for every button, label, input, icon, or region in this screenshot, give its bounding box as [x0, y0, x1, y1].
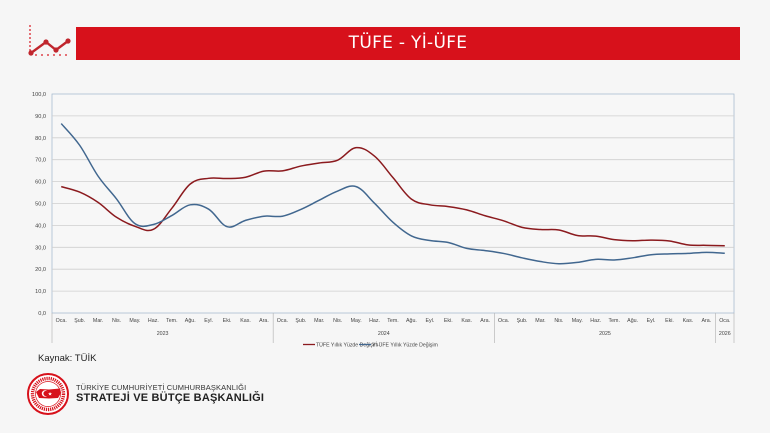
- y-tick-label: 50,0: [35, 202, 46, 208]
- y-tick-label: 90,0: [35, 114, 46, 120]
- x-tick-label: Tem.: [387, 318, 398, 324]
- x-tick-label: Eyl.: [425, 318, 434, 324]
- x-tick-label: May.: [572, 318, 583, 324]
- x-tick-label: Mar.: [535, 318, 545, 324]
- x-tick-label: Şub.: [517, 318, 528, 324]
- source-label: Kaynak: TÜİK: [38, 353, 97, 364]
- legend-item: TÜFE Yıllık Yüzde Değişim: [303, 341, 378, 348]
- y-tick-label: 40,0: [35, 223, 46, 229]
- x-axis-ticks: Oca. Şub. Mar. Nis. May. Haz. Tem. Ağu. Eyl. Eki.…: [51, 313, 735, 343]
- series-tufe: [61, 146, 725, 247]
- x-tick-label: Kas.: [683, 318, 694, 324]
- legend-label: Yİ-ÜFE Yıllık Yüzde Değişim: [372, 341, 438, 348]
- x-tick-label: Haz.: [369, 318, 380, 324]
- year-label: 2025: [599, 331, 611, 337]
- x-tick-label: Nis.: [554, 318, 563, 324]
- page-title: TÜFE - Yİ-ÜFE: [348, 33, 468, 53]
- title-bar: TÜFE - Yİ-ÜFE: [76, 27, 740, 60]
- x-tick-label: Ara.: [701, 318, 711, 324]
- x-tick-label: Eyl.: [647, 318, 656, 324]
- y-tick-label: 60,0: [35, 180, 46, 186]
- y-tick-label: 10,0: [35, 289, 46, 295]
- x-tick-label: Tem.: [608, 318, 619, 324]
- x-tick-label: Oca.: [277, 318, 288, 324]
- y-tick-label: 70,0: [35, 158, 46, 164]
- org-name-line1: TÜRKİYE CUMHURİYETİ CUMHURBAŞKANLIĞI: [76, 383, 247, 392]
- series-yi-ufe: [60, 123, 725, 265]
- series-lines: [60, 123, 725, 265]
- y-tick-label: 0,0: [38, 311, 46, 317]
- year-label: 2023: [157, 331, 169, 337]
- x-tick-label: May.: [351, 318, 362, 324]
- x-tick-label: Mar.: [93, 318, 103, 324]
- y-axis-ticks: 0,0 10,0 20,0 30,0 40,0 50,0 60,0 70,0 80,0 90,0 1…: [32, 92, 46, 317]
- x-tick-label: Nis.: [112, 318, 121, 324]
- x-tick-label: Kas.: [461, 318, 472, 324]
- org-name-line2: STRATEJİ VE BÜTÇE BAŞKANLIĞI: [76, 392, 265, 404]
- x-tick-label: Eki.: [444, 318, 453, 324]
- x-tick-label: Haz.: [148, 318, 159, 324]
- x-tick-label: Nis.: [333, 318, 342, 324]
- year-label: 2024: [378, 331, 390, 337]
- y-tick-label: 80,0: [35, 136, 46, 142]
- x-tick-label: Ağu.: [627, 318, 638, 324]
- gridlines: [51, 93, 735, 314]
- x-tick-label: Ağu.: [185, 318, 196, 324]
- x-tick-label: Eki.: [223, 318, 232, 324]
- x-tick-label: Ağu.: [406, 318, 417, 324]
- x-tick-label: Eki.: [665, 318, 674, 324]
- legend-item: Yİ-ÜFE Yıllık Yüzde Değişim: [359, 341, 438, 348]
- x-tick-label: Şub.: [74, 318, 85, 324]
- year-label: 2026: [719, 331, 731, 337]
- x-tick-label: Oca.: [56, 318, 67, 324]
- line-chart-icon: [28, 25, 71, 56]
- x-tick-label: Mar.: [314, 318, 324, 324]
- x-tick-label: Ara.: [259, 318, 269, 324]
- x-tick-label: Oca.: [498, 318, 509, 324]
- y-tick-label: 20,0: [35, 267, 46, 273]
- x-tick-label: May.: [129, 318, 140, 324]
- x-tick-label: Şub.: [295, 318, 306, 324]
- x-tick-label: Haz.: [590, 318, 601, 324]
- x-tick-label: Oca.: [719, 318, 730, 324]
- seal-logo: [27, 373, 69, 415]
- x-tick-label: Kas.: [240, 318, 251, 324]
- x-tick-label: Ara.: [480, 318, 490, 324]
- legend-label: TÜFE Yıllık Yüzde Değişim: [316, 341, 378, 348]
- y-tick-label: 30,0: [35, 245, 46, 251]
- y-tick-label: 100,0: [32, 92, 46, 98]
- x-tick-label: Tem.: [166, 318, 177, 324]
- x-tick-label: Eyl.: [204, 318, 213, 324]
